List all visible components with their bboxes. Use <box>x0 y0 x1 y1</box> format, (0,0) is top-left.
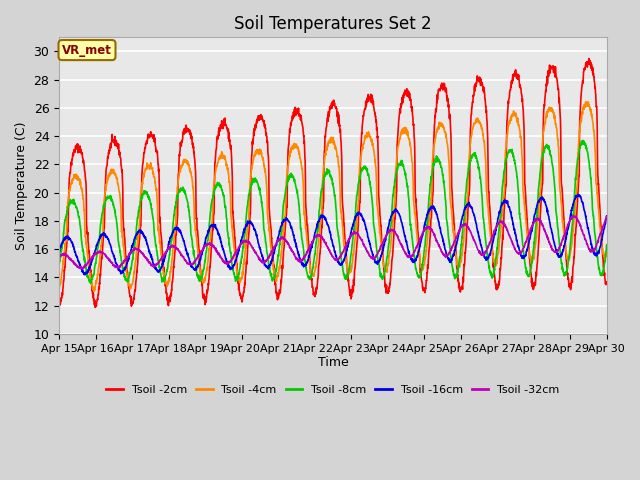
Tsoil -32cm <box>570 214 577 219</box>
Tsoil -2cm <box>570 261 577 266</box>
Tsoil -16cm <box>208 223 216 229</box>
Tsoil -16cm <box>575 192 582 197</box>
Tsoil -16cm <box>555 252 563 258</box>
Tsoil -4cm <box>555 144 563 150</box>
Tsoil -2cm <box>349 285 356 290</box>
Tsoil -8cm <box>492 256 500 262</box>
Tsoil -16cm <box>570 199 577 205</box>
Tsoil -4cm <box>570 222 577 228</box>
Tsoil -4cm <box>492 261 500 267</box>
Tsoil -16cm <box>55 248 63 254</box>
Tsoil -16cm <box>492 226 500 232</box>
Line: Tsoil -2cm: Tsoil -2cm <box>59 59 607 307</box>
Tsoil -4cm <box>603 250 611 255</box>
Tsoil -2cm <box>492 282 500 288</box>
Tsoil -2cm <box>208 233 216 239</box>
Tsoil -32cm <box>570 213 578 219</box>
Tsoil -16cm <box>361 220 369 226</box>
Y-axis label: Soil Temperature (C): Soil Temperature (C) <box>15 121 28 250</box>
Tsoil -8cm <box>349 238 356 243</box>
Tsoil -4cm <box>349 255 356 261</box>
Tsoil -32cm <box>55 252 63 258</box>
Tsoil -32cm <box>208 242 216 248</box>
Tsoil -8cm <box>579 138 587 144</box>
Tsoil -2cm <box>603 280 611 286</box>
Tsoil -16cm <box>349 222 356 228</box>
Tsoil -8cm <box>55 262 63 267</box>
Tsoil -32cm <box>361 244 369 250</box>
Tsoil -8cm <box>603 242 611 248</box>
Line: Tsoil -16cm: Tsoil -16cm <box>59 194 607 275</box>
Line: Tsoil -32cm: Tsoil -32cm <box>59 216 607 269</box>
Legend: Tsoil -2cm, Tsoil -4cm, Tsoil -8cm, Tsoil -16cm, Tsoil -32cm: Tsoil -2cm, Tsoil -4cm, Tsoil -8cm, Tsoi… <box>102 381 564 399</box>
Tsoil -32cm <box>349 231 356 237</box>
Tsoil -8cm <box>570 209 577 215</box>
Tsoil -8cm <box>208 197 216 203</box>
Tsoil -32cm <box>492 225 500 231</box>
Tsoil -32cm <box>603 214 611 220</box>
Tsoil -2cm <box>585 56 593 61</box>
Tsoil -16cm <box>603 213 611 219</box>
Text: VR_met: VR_met <box>62 44 112 57</box>
Tsoil -4cm <box>55 287 63 293</box>
Tsoil -32cm <box>555 247 563 253</box>
X-axis label: Time: Time <box>317 356 348 369</box>
Tsoil -8cm <box>361 165 369 171</box>
Tsoil -2cm <box>55 301 63 307</box>
Tsoil -2cm <box>92 304 99 310</box>
Line: Tsoil -8cm: Tsoil -8cm <box>59 141 607 283</box>
Tsoil -8cm <box>555 232 563 238</box>
Tsoil -2cm <box>361 106 369 112</box>
Tsoil -8cm <box>87 280 95 286</box>
Tsoil -4cm <box>584 99 592 105</box>
Tsoil -2cm <box>555 86 563 92</box>
Title: Soil Temperatures Set 2: Soil Temperatures Set 2 <box>234 15 432 33</box>
Tsoil -4cm <box>361 133 369 139</box>
Tsoil -4cm <box>90 288 98 294</box>
Tsoil -32cm <box>79 266 86 272</box>
Tsoil -4cm <box>208 220 216 226</box>
Line: Tsoil -4cm: Tsoil -4cm <box>59 102 607 291</box>
Tsoil -16cm <box>81 272 89 277</box>
